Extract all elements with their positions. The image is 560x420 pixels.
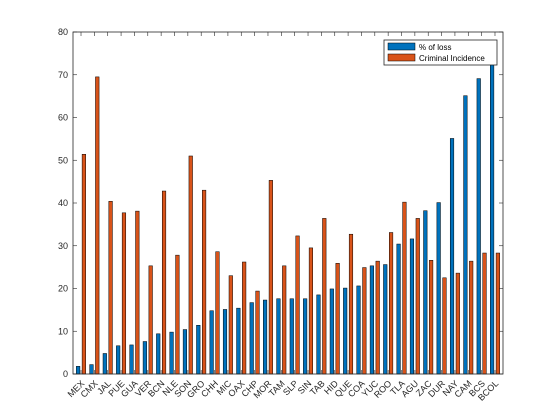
y-tick-label-40: 40 bbox=[58, 198, 68, 208]
bar-criminal-incidence-coa bbox=[362, 267, 367, 375]
bar-loss-mor bbox=[263, 299, 268, 375]
bar-loss-oax bbox=[236, 307, 241, 375]
bar-loss-mex bbox=[76, 366, 81, 375]
bar-criminal-incidence-sin bbox=[308, 247, 313, 375]
legend-label-criminal-incidence: Criminal Incidence bbox=[419, 54, 485, 63]
bar-loss-tla bbox=[396, 243, 401, 375]
legend: % of loss Criminal Incidence bbox=[383, 39, 498, 66]
bar-loss-son bbox=[182, 329, 187, 375]
bar-loss-agu bbox=[409, 238, 415, 375]
bar-criminal-incidence-agu bbox=[415, 218, 420, 375]
bar-criminal-incidence-chp bbox=[255, 290, 260, 375]
bar-loss-bcn bbox=[156, 333, 161, 375]
legend-label-loss: % of loss bbox=[419, 43, 451, 52]
bar-loss-chh bbox=[209, 310, 214, 375]
bar-criminal-incidence-hid bbox=[335, 263, 340, 375]
bar-criminal-incidence-nay bbox=[455, 272, 460, 375]
y-tick-label-0: 0 bbox=[63, 369, 68, 379]
y-tick-label-10: 10 bbox=[58, 326, 68, 336]
bar-loss-mic bbox=[222, 309, 228, 375]
bar-criminal-incidence-nle bbox=[175, 254, 180, 375]
bar-loss-nay bbox=[449, 138, 455, 375]
bar-criminal-incidence-pue bbox=[121, 212, 127, 375]
bar-criminal-incidence-oax bbox=[242, 261, 247, 375]
legend-swatch-loss bbox=[387, 42, 416, 51]
bar-loss-pue bbox=[116, 345, 121, 375]
bar-loss-que bbox=[343, 287, 348, 375]
bar-criminal-incidence-tam bbox=[282, 265, 287, 375]
bar-criminal-incidence-dur bbox=[442, 277, 447, 375]
bar-criminal-incidence-mor bbox=[268, 180, 273, 375]
y-tick-label-30: 30 bbox=[58, 241, 68, 251]
bar-loss-bcs bbox=[476, 78, 481, 375]
bar-criminal-incidence-bcs bbox=[482, 252, 487, 375]
bar-loss-coa bbox=[356, 285, 361, 375]
bar-criminal-incidence-son bbox=[188, 155, 193, 375]
y-tick-label-70: 70 bbox=[58, 70, 68, 80]
bar-criminal-incidence-que bbox=[348, 233, 354, 375]
bar-loss-bcol bbox=[490, 64, 495, 375]
bar-criminal-incidence-tla bbox=[402, 201, 407, 375]
bar-criminal-incidence-gua bbox=[135, 210, 140, 375]
bar-loss-cmx bbox=[89, 364, 94, 375]
bar-loss-gro bbox=[196, 325, 201, 375]
bar-loss-tam bbox=[276, 298, 281, 375]
bar-criminal-incidence-bcn bbox=[161, 190, 167, 375]
bar-criminal-incidence-mic bbox=[228, 275, 233, 375]
y-tick-label-80: 80 bbox=[58, 27, 68, 37]
bar-loss-hid bbox=[329, 288, 334, 375]
bar-loss-dur bbox=[436, 202, 441, 375]
bar-criminal-incidence-roo bbox=[389, 232, 394, 375]
bar-loss-roo bbox=[383, 264, 388, 375]
bar-loss-zac bbox=[423, 210, 428, 375]
bar-criminal-incidence-cmx bbox=[95, 76, 100, 375]
bar-criminal-incidence-chh bbox=[215, 251, 220, 375]
bar-loss-gua bbox=[129, 344, 134, 375]
bar-loss-jal bbox=[102, 353, 107, 375]
bar-criminal-incidence-ver bbox=[148, 265, 153, 375]
bar-criminal-incidence-yuc bbox=[375, 260, 380, 375]
axes-box bbox=[72, 31, 504, 375]
bar-loss-nle bbox=[169, 331, 174, 375]
bar-loss-chp bbox=[249, 302, 254, 375]
bar-loss-tab bbox=[316, 294, 321, 375]
bar-criminal-incidence-zac bbox=[429, 260, 434, 375]
bar-criminal-incidence-tab bbox=[322, 218, 327, 375]
bar-criminal-incidence-cam bbox=[469, 260, 474, 375]
bar-criminal-incidence-slp bbox=[295, 235, 300, 375]
bar-loss-yuc bbox=[369, 265, 374, 375]
bar-loss-cam bbox=[463, 95, 468, 375]
legend-swatch-criminal-incidence bbox=[387, 53, 416, 62]
y-tick-label-20: 20 bbox=[58, 284, 68, 294]
bar-loss-ver bbox=[142, 341, 147, 375]
bar-criminal-incidence-mex bbox=[81, 154, 86, 375]
bar-criminal-incidence-gro bbox=[202, 189, 207, 375]
y-tick-label-60: 60 bbox=[58, 113, 68, 123]
y-tick-label-50: 50 bbox=[58, 155, 68, 165]
bar-criminal-incidence-bcol bbox=[495, 252, 500, 375]
bar-loss-sin bbox=[303, 298, 308, 375]
bar-loss-slp bbox=[289, 298, 294, 375]
bar-criminal-incidence-jal bbox=[108, 201, 113, 375]
